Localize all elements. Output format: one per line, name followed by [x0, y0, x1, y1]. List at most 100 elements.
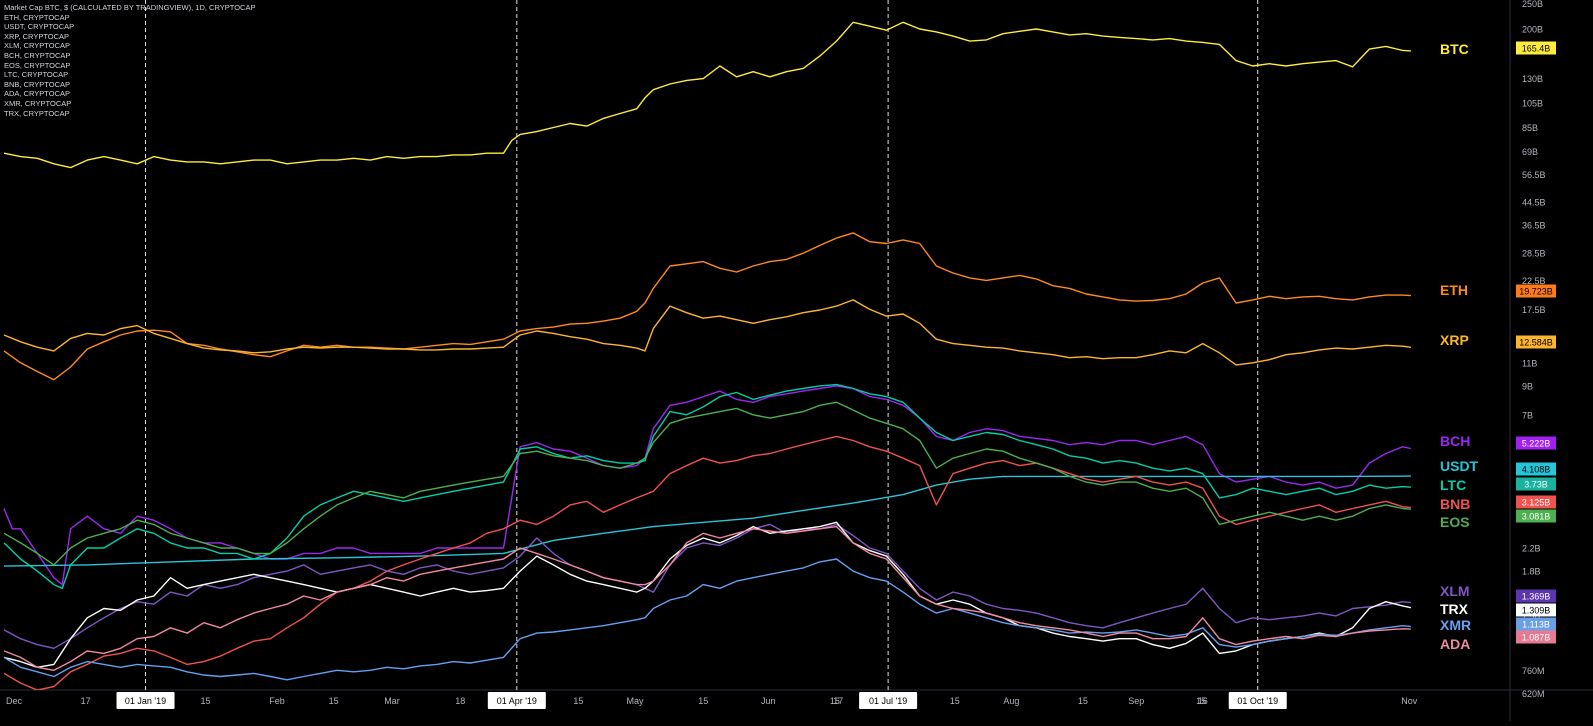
legend-entry: USDT, CRYPTOCAP: [4, 22, 75, 32]
x-date-highlight: [859, 692, 918, 709]
series-line-trx: [3, 521, 1412, 668]
last-value-label: 4.108B: [1522, 464, 1551, 474]
last-value-badge: [1516, 617, 1556, 631]
series-line-eth: [3, 232, 1411, 381]
y-tick-label: 56.5B: [1522, 170, 1546, 180]
series-name-eos: EOS: [1440, 514, 1470, 530]
series-name-btc: BTC: [1440, 41, 1469, 57]
series-line-eos: [3, 401, 1411, 566]
last-value-badge: [1516, 603, 1556, 617]
last-value-badge: [1516, 477, 1556, 491]
legend-entry: BNB, CRYPTOCAP: [4, 79, 70, 89]
series-line-btc: [3, 21, 1411, 169]
x-tick-label: Mar: [384, 696, 400, 706]
last-value-label: 3.081B: [1522, 511, 1551, 521]
series-name-xmr: XMR: [1440, 617, 1471, 633]
y-tick-label: 620M: [1522, 689, 1545, 699]
x-tick-label: Jun: [761, 696, 776, 706]
x-tick-label: 15: [1078, 696, 1088, 706]
x-date-highlight: [1228, 692, 1287, 709]
last-value-badge: [1516, 630, 1556, 644]
series-line-bnb: [3, 435, 1411, 690]
x-date-highlight: [116, 692, 175, 709]
y-tick-label: 69B: [1522, 147, 1538, 157]
y-tick-label: 22.5B: [1522, 276, 1546, 286]
last-value-label: 3.125B: [1522, 497, 1551, 507]
y-tick-label: 1.8B: [1522, 567, 1541, 577]
last-value-badge: [1516, 509, 1556, 523]
y-tick-label: 36.5B: [1522, 220, 1546, 230]
legend-entry: BCH, CRYPTOCAP: [4, 50, 71, 60]
last-value-label: 1.087B: [1522, 632, 1551, 642]
x-tick-label: 01 Apr '19: [497, 696, 537, 706]
y-tick-label: 28.5B: [1522, 249, 1546, 259]
y-tick-label: 250B: [1522, 0, 1543, 9]
x-tick-label: 15: [950, 696, 960, 706]
x-tick-label: 01 Oct '19: [1237, 696, 1278, 706]
x-tick-label: 18: [455, 696, 465, 706]
y-tick-label: 2.2B: [1522, 544, 1541, 554]
last-value-badge: [1516, 436, 1556, 450]
last-value-badge: [1516, 41, 1556, 55]
x-tick-label: 15: [830, 696, 840, 706]
last-value-label: 5.222B: [1522, 438, 1551, 448]
y-tick-label: 130B: [1522, 74, 1543, 84]
series-name-eth: ETH: [1440, 282, 1468, 298]
legend-entry: ETH, CRYPTOCAP: [4, 12, 70, 22]
series-line-ada: [3, 525, 1411, 671]
last-value-label: 165.4B: [1522, 43, 1551, 53]
x-tick-label: 15: [1196, 696, 1206, 706]
series-group: [3, 21, 1412, 690]
x-tick-label: 17: [833, 696, 843, 706]
x-tick-label: 15: [200, 696, 210, 706]
series-name-usdt: USDT: [1440, 458, 1479, 474]
legend-entry: EOS, CRYPTOCAP: [4, 60, 71, 70]
y-tick-label: 85B: [1522, 123, 1538, 133]
y-tick-label: 17.5B: [1522, 305, 1546, 315]
series-line-bch: [3, 385, 1412, 586]
x-tick-label: 15: [573, 696, 583, 706]
last-value-badge: [1516, 284, 1556, 298]
legend-entry: Market Cap BTC, $ (CALCULATED BY TRADING…: [4, 3, 256, 12]
x-tick-label: Feb: [269, 696, 285, 706]
series-name-xlm: XLM: [1440, 583, 1470, 599]
x-tick-label: May: [627, 696, 645, 706]
y-tick-label: 760M: [1522, 666, 1545, 676]
legend-entry: XMR, CRYPTOCAP: [4, 98, 72, 108]
legend-entry: ADA, CRYPTOCAP: [4, 89, 70, 99]
y-tick-label: 9B: [1522, 381, 1533, 391]
last-value-label: 1.309B: [1522, 605, 1551, 615]
series-name-trx: TRX: [1440, 601, 1469, 617]
y-tick-label: 11B: [1522, 358, 1537, 368]
x-tick-label: 15: [329, 696, 339, 706]
last-value-label: 19.723B: [1519, 286, 1553, 296]
x-tick-label: 01 Jan '19: [125, 696, 166, 706]
last-value-label: 1.113B: [1522, 619, 1550, 629]
last-value-label: 1.369B: [1522, 591, 1551, 601]
legend-entry: XLM, CRYPTOCAP: [4, 41, 70, 51]
x-tick-label: Sep: [1128, 696, 1144, 706]
x-tick-label: 01 Jul '19: [869, 696, 907, 706]
last-value-badge: [1516, 589, 1556, 603]
series-line-usdt: [3, 475, 1411, 567]
series-name-xrp: XRP: [1440, 332, 1469, 348]
legend-entry: XRP, CRYPTOCAP: [4, 31, 70, 41]
last-value-badge: [1516, 335, 1556, 349]
last-value-badge: [1516, 495, 1556, 509]
series-name-ada: ADA: [1440, 636, 1470, 652]
x-tick-label: 16: [1198, 696, 1208, 706]
series-line-xrp: [3, 299, 1411, 366]
legend-entry: LTC, CRYPTOCAP: [4, 70, 69, 80]
x-date-highlight: [487, 692, 546, 709]
series-line-xlm: [3, 523, 1411, 649]
legend-entry: TRX, CRYPTOCAP: [4, 108, 70, 118]
last-value-label: 3.73B: [1524, 479, 1548, 489]
series-line-ltc: [3, 383, 1411, 589]
y-tick-label: 105B: [1522, 99, 1543, 109]
x-tick-label: Aug: [1003, 696, 1019, 706]
series-name-bnb: BNB: [1440, 496, 1470, 512]
last-value-badge: [1516, 462, 1556, 476]
last-value-label: 12.584B: [1519, 337, 1553, 347]
